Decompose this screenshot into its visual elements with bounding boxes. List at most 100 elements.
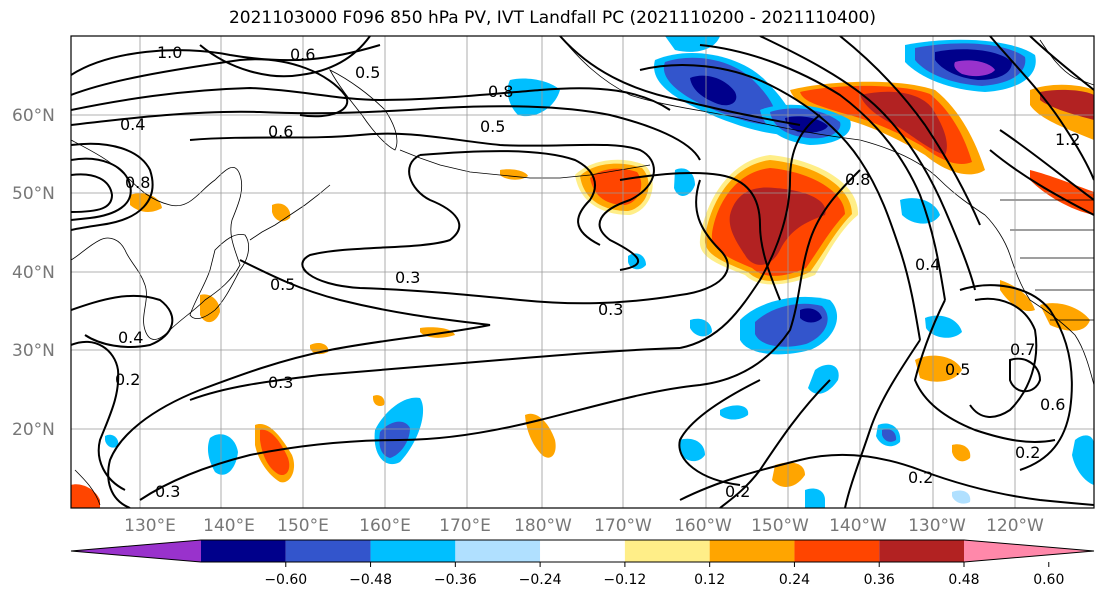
colorbar-tick-label: −0.60 — [264, 572, 307, 588]
colorbar-cell — [285, 540, 371, 562]
lon-label: 160°W — [674, 516, 732, 536]
positive-anomaly-blob — [200, 294, 220, 323]
pv-contour-line — [679, 453, 1094, 506]
lat-label: 20°N — [12, 420, 55, 440]
colorbar-tick-label: 0.12 — [694, 572, 725, 588]
negative-anomaly-blob — [105, 434, 119, 448]
positive-anomaly-blob — [373, 395, 385, 407]
colorbar-cell — [540, 540, 625, 562]
contour-label: 0.6 — [268, 122, 293, 141]
negative-anomaly-blob — [805, 488, 825, 508]
positive-anomaly-blob — [130, 193, 162, 212]
colorbar-tick-label: 0.60 — [1033, 572, 1064, 588]
pv-shading — [71, 36, 1094, 508]
lon-label: 180°W — [514, 516, 572, 536]
japan-coastline — [189, 233, 250, 320]
pv-contour-line — [71, 44, 381, 76]
colorbar-tick-label: −0.24 — [519, 572, 562, 588]
lon-label: 130°E — [124, 516, 176, 536]
positive-anomaly-blob — [860, 91, 947, 155]
contour-label: 1.0 — [157, 43, 182, 62]
colorbar-extend-low — [71, 540, 201, 562]
pv-contour-line — [759, 36, 976, 291]
colorbar-tick-label: 0.24 — [779, 572, 810, 588]
negative-anomaly-blob — [674, 168, 695, 196]
pv-contours — [71, 36, 1094, 508]
contour-label: 1.2 — [1055, 130, 1080, 149]
colorbar-cell — [709, 540, 795, 562]
pv-contour-line — [699, 44, 946, 301]
aleutian-islands — [399, 149, 651, 179]
pv-contour-line — [719, 379, 831, 508]
pv-contour-line — [913, 299, 1056, 443]
negative-anomaly-blob — [785, 116, 828, 133]
graticule — [71, 36, 1094, 508]
kuril-islands — [249, 184, 331, 241]
contour-label: 0.2 — [1015, 443, 1040, 462]
lon-label: 120°W — [986, 516, 1044, 536]
lat-label: 30°N — [12, 341, 55, 361]
contour-label: 0.4 — [915, 255, 940, 274]
negative-anomaly-blob — [952, 490, 971, 504]
negative-anomaly-blob — [808, 364, 839, 394]
pv-contour-line — [71, 142, 154, 231]
colorbar-cell — [201, 540, 286, 562]
pv-contour-line — [969, 297, 1038, 418]
pv-contour-line — [107, 259, 491, 508]
pv-contour-line — [71, 173, 114, 213]
contour-label: 0.8 — [125, 173, 150, 192]
pv-contour-line — [139, 419, 541, 501]
colorbar-cell — [370, 540, 456, 562]
colorbar-tick-label: 0.36 — [864, 572, 895, 588]
contour-label: 0.5 — [270, 275, 295, 294]
pv-contour-line — [839, 36, 981, 226]
colorbar-cell — [624, 540, 710, 562]
positive-anomaly-blob — [1040, 89, 1094, 120]
pv-contour-line — [419, 150, 601, 246]
colorbar-cell — [794, 540, 880, 562]
positive-anomaly-blob — [952, 444, 971, 462]
lon-label: 170°W — [594, 516, 652, 536]
colorbar: −0.60 −0.48 −0.36 −0.24 −0.12 0.12 0.24 0.36 0.4… — [70, 539, 1095, 588]
pv-contour-line — [999, 129, 1094, 201]
contour-labels: 1.0 0.6 0.8 0.5 0.4 0.6 0.8 0.5 0.3 0.5 … — [115, 43, 1080, 501]
contour-label: 0.4 — [118, 328, 143, 347]
contour-label: 0.3 — [155, 482, 180, 501]
pv-contour-line — [199, 36, 371, 78]
pv-contour-line — [71, 157, 132, 221]
figure-title: 2021103000 F096 850 hPa PV, IVT Landfall… — [228, 8, 876, 28]
north-america-coastline — [984, 214, 1094, 386]
philippines-coastline — [74, 469, 101, 506]
lat-label: 60°N — [12, 106, 55, 126]
contour-label: 0.3 — [268, 373, 293, 392]
lon-label: 170°E — [439, 516, 491, 536]
negative-anomaly-blob — [900, 198, 940, 224]
state-borders — [1000, 199, 1094, 321]
negative-anomaly-blob — [680, 438, 705, 462]
contour-label: 0.7 — [1010, 340, 1035, 359]
colorbar-cell — [455, 540, 541, 562]
contour-label: 0.2 — [115, 370, 140, 389]
colorbar-tick-label: −0.12 — [603, 572, 646, 588]
positive-anomaly-blob — [729, 187, 826, 265]
pv-contour-line — [1009, 357, 1042, 393]
positive-anomaly-blob — [71, 484, 100, 508]
colorbar-tick-label: 0.48 — [948, 572, 979, 588]
pv-contour-line — [71, 86, 671, 111]
contour-label: 0.6 — [290, 45, 315, 64]
positive-anomaly-blob — [772, 462, 805, 487]
pv-contour-line — [71, 294, 174, 348]
contour-label: 0.5 — [355, 63, 380, 82]
negative-anomaly-blob — [1072, 435, 1094, 485]
colorbar-tick-label: −0.36 — [434, 572, 477, 588]
contour-label: 0.4 — [120, 115, 145, 134]
contour-label: 0.8 — [488, 82, 513, 101]
pv-contour-line — [539, 169, 861, 421]
asia-coastline — [71, 139, 243, 340]
pv-contour-line — [959, 284, 1073, 471]
negative-anomaly-blob — [720, 405, 749, 420]
contour-label: 0.8 — [845, 170, 870, 189]
longitude-labels: 130°E 140°E 150°E 160°E 170°E 180°W 170°… — [124, 516, 1044, 536]
positive-anomaly-blob — [915, 355, 962, 382]
lon-label: 140°W — [829, 516, 887, 536]
